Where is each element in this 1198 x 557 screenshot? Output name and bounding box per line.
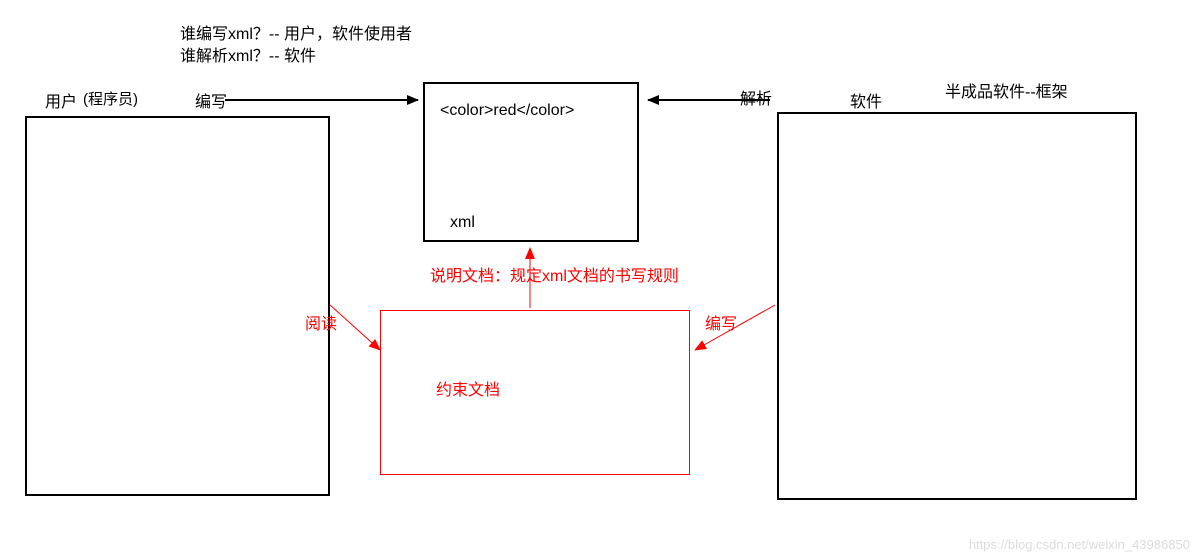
- constraint-box: 约束文档: [380, 310, 690, 475]
- xml-box: <color>red</color> xml: [423, 82, 639, 242]
- arrow-read: [330, 305, 380, 350]
- programmer-note: (程序员): [83, 88, 138, 109]
- xml-content: <color>red</color>: [440, 102, 574, 120]
- question-line-2: 谁解析xml？-- 软件: [180, 42, 316, 66]
- write-red-label: 编写: [705, 310, 737, 334]
- question-line-1: 谁编写xml？-- 用户，软件使用者: [180, 20, 412, 44]
- read-label: 阅读: [305, 310, 337, 334]
- parse-label: 解析: [740, 85, 772, 109]
- user-box: [25, 116, 330, 496]
- xml-label: xml: [450, 214, 475, 232]
- doc-note: 说明文档：规定xml文档的书写规则: [430, 262, 679, 286]
- write-label: 编写: [195, 88, 227, 112]
- watermark: https://blog.csdn.net/weixin_43986850: [969, 537, 1190, 552]
- user-label: 用户: [45, 88, 77, 112]
- constraint-doc-label: 约束文档: [436, 376, 500, 400]
- software-box: [777, 112, 1137, 500]
- software-label: 软件: [850, 88, 882, 112]
- product-note: 半成品软件--框架: [945, 78, 1068, 102]
